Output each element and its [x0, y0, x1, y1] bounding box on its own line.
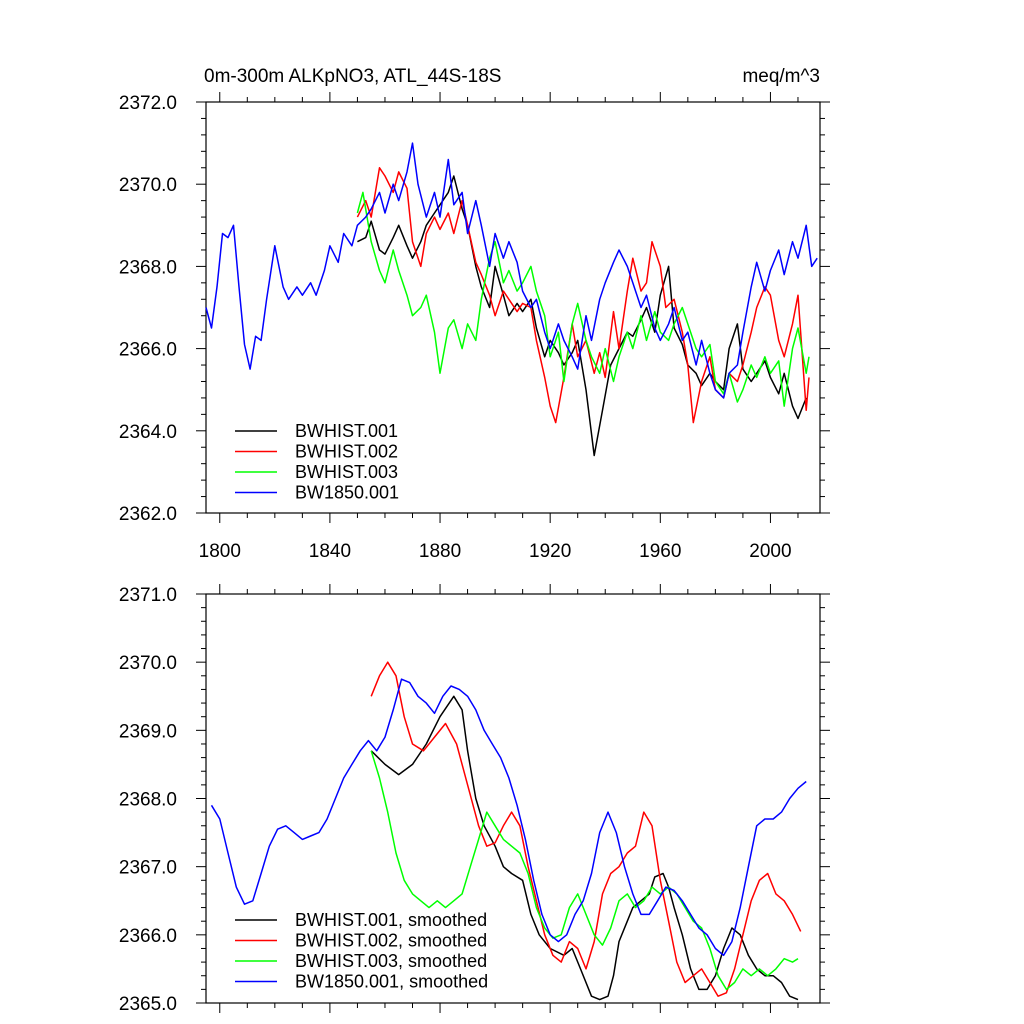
top-legend-label: BWHIST.001 [295, 421, 398, 441]
bottom-y-tick-label: 2371.0 [119, 585, 177, 606]
bottom-y-tick-label: 2365.0 [119, 994, 177, 1015]
bottom-series-line-1 [370, 695, 799, 1001]
top-x-tick-label: 1880 [419, 541, 461, 562]
bottom-series-line-2 [370, 661, 802, 997]
top-x-tick-label: 1960 [639, 541, 681, 562]
top-x-tick-label: 1800 [199, 541, 241, 562]
bottom-y-tick-label: 2366.0 [119, 926, 177, 947]
top-series-line-1 [357, 175, 807, 457]
top-series-line-3 [356, 191, 810, 407]
top-y-tick-label: 2364.0 [119, 422, 177, 443]
bottom-legend-label: BW1850.001, smoothed [295, 972, 488, 992]
top-chart-units: meq/m^3 [742, 66, 820, 87]
bottom-chart-marks: 2365.0 2366.0 2367.0 2368.0 2369.0 2370.0 2371… [119, 584, 830, 1015]
bottom-y-tick-label: 2369.0 [119, 721, 177, 742]
top-x-tick-label: 2000 [749, 541, 791, 562]
top-y-tick-label: 2370.0 [119, 175, 177, 196]
top-series-line-4 [205, 142, 818, 399]
top-series-line-2 [356, 167, 810, 424]
bottom-y-tick-label: 2367.0 [119, 858, 177, 879]
top-y-tick-label: 2362.0 [119, 504, 177, 525]
bottom-y-tick-label: 2368.0 [119, 790, 177, 811]
top-y-tick-label: 2368.0 [119, 257, 177, 278]
top-x-tick-label: 1840 [309, 541, 351, 562]
bottom-series-line-3 [370, 750, 799, 991]
top-y-tick-label: 2372.0 [119, 93, 177, 114]
bottom-legend-label: BWHIST.001, smoothed [295, 910, 487, 930]
top-legend-label: BWHIST.003 [295, 462, 398, 482]
bottom-legend-label: BWHIST.003, smoothed [295, 951, 487, 971]
bottom-panel: 2365.0 2366.0 2367.0 2368.0 2369.0 2370.0 2371… [119, 584, 830, 1015]
top-chart-marks: 1800 1840 1880 1920 1960 2000 2362.0 2364.0 2366… [119, 92, 830, 562]
top-y-tick-label: 2366.0 [119, 340, 177, 361]
top-legend-label: BW1850.001 [295, 483, 399, 503]
bottom-series-line-4 [210, 678, 807, 957]
top-panel: 0m-300m ALKpNO3, ATL_44S-18S meq/m^3 180… [119, 66, 830, 562]
top-x-tick-label: 1920 [529, 541, 571, 562]
top-chart-title: 0m-300m ALKpNO3, ATL_44S-18S [204, 66, 501, 87]
top-legend-label: BWHIST.002 [295, 442, 398, 462]
bottom-legend-label: BWHIST.002, smoothed [295, 931, 487, 951]
bottom-y-tick-label: 2370.0 [119, 653, 177, 674]
